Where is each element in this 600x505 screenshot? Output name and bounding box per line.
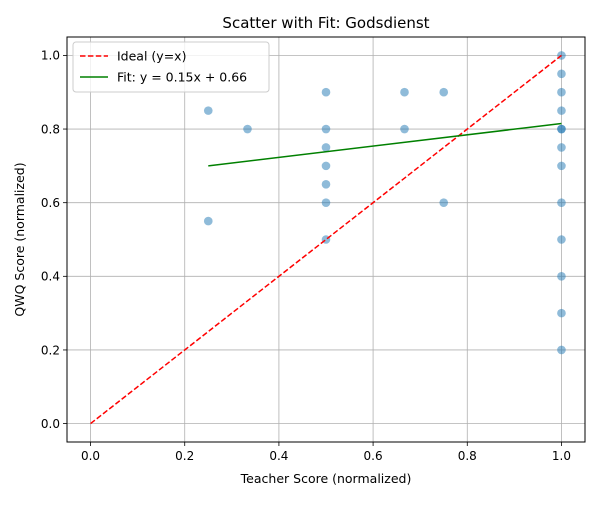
data-point bbox=[557, 345, 566, 355]
data-point bbox=[557, 143, 566, 152]
data-point bbox=[557, 272, 566, 281]
tick-layer: 0.0 0.2 0.4 0.6 0.8 1.0 0.0 0.2 0.4 0.6 0.8 1.0 bbox=[41, 49, 571, 463]
chart-title: Scatter with Fit: Godsdienst bbox=[222, 14, 429, 32]
y-axis-label: QWQ Score (normalized) bbox=[12, 162, 27, 316]
data-point bbox=[557, 308, 566, 318]
data-point bbox=[400, 124, 409, 134]
x-tick-label: 0.2 bbox=[175, 449, 194, 463]
line-layer bbox=[90, 54, 562, 425]
y-tick-label: 1.0 bbox=[41, 49, 60, 63]
legend: Ideal (y=x) Fit: y = 0.15x + 0.66 bbox=[72, 41, 270, 93]
data-point bbox=[557, 198, 566, 207]
plot-frame bbox=[66, 36, 586, 443]
fit-line bbox=[208, 122, 562, 167]
data-point bbox=[203, 216, 213, 226]
data-point bbox=[439, 87, 449, 97]
data-point bbox=[439, 198, 449, 207]
data-point bbox=[557, 69, 566, 79]
data-point bbox=[203, 106, 213, 115]
x-axis-label: Teacher Score (normalized) bbox=[240, 471, 412, 486]
legend-label-fit: Fit: y = 0.15x + 0.66 bbox=[117, 70, 247, 85]
data-point bbox=[243, 124, 252, 134]
point-layer bbox=[203, 51, 566, 355]
data-point bbox=[557, 106, 566, 115]
x-tick-label: 0.8 bbox=[458, 449, 477, 463]
data-point bbox=[557, 161, 566, 171]
legend-box bbox=[72, 41, 270, 93]
y-tick-label: 0.6 bbox=[41, 196, 60, 210]
data-point bbox=[557, 87, 566, 97]
data-point bbox=[321, 143, 331, 152]
legend-label-ideal: Ideal (y=x) bbox=[117, 49, 186, 64]
data-point bbox=[557, 124, 566, 134]
ideal-line bbox=[90, 54, 562, 425]
x-tick-label: 0.6 bbox=[364, 449, 383, 463]
x-tick-label: 0.0 bbox=[81, 449, 100, 463]
x-tick-label: 1.0 bbox=[552, 449, 571, 463]
y-tick-label: 0.8 bbox=[41, 122, 60, 136]
data-point bbox=[321, 179, 331, 189]
data-point bbox=[321, 87, 331, 97]
data-point bbox=[557, 235, 566, 244]
y-tick-label: 0.2 bbox=[41, 343, 60, 357]
data-point bbox=[400, 87, 409, 97]
y-tick-label: 0.4 bbox=[41, 270, 60, 284]
data-point bbox=[321, 124, 331, 134]
x-tick-label: 0.4 bbox=[269, 449, 288, 463]
data-point bbox=[321, 161, 331, 171]
y-tick-label: 0.0 bbox=[41, 417, 60, 431]
data-point bbox=[321, 198, 331, 207]
